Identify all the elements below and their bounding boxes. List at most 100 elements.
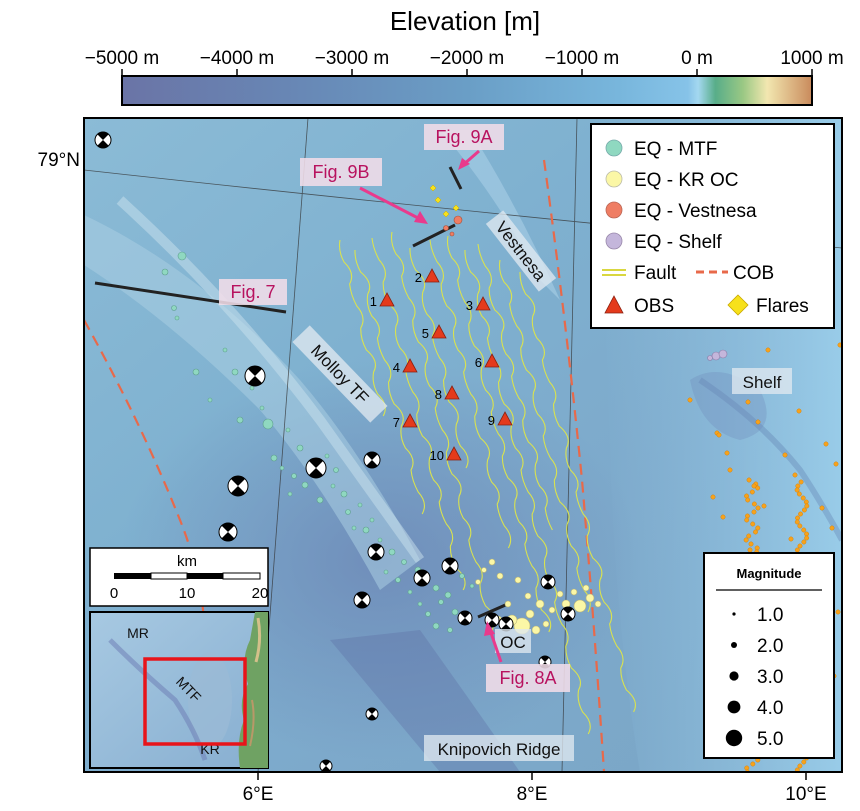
flare-point <box>751 501 757 507</box>
flare-point <box>794 487 800 493</box>
flare-point <box>795 515 800 521</box>
focal-mechanism <box>367 543 385 561</box>
legend-eq-kr: EQ - KR OC <box>605 170 739 191</box>
focal-mechanism <box>457 610 473 626</box>
magnitude-label: 4.0 <box>757 698 783 719</box>
eq-mtf-point <box>259 405 265 411</box>
eq-mtf-point <box>357 502 363 508</box>
obs-station-5: 5 <box>422 324 447 341</box>
flare-point <box>748 541 754 547</box>
colorbar-tick-label: −5000 m <box>85 48 159 69</box>
flare-point <box>794 547 800 553</box>
legend-cob: COB <box>696 263 774 284</box>
knipovich-label: Knipovich Ridge <box>438 740 561 759</box>
obs-station-9: 9 <box>488 411 513 428</box>
fault-line <box>409 247 469 469</box>
flare-point <box>761 503 767 509</box>
obs-marker <box>484 353 500 368</box>
scale-tick-20: 20 <box>252 585 269 602</box>
flare-point <box>442 210 450 218</box>
eq-mtf-point <box>285 427 291 433</box>
eq-vestnesa-point <box>443 225 449 231</box>
flare-point <box>755 485 761 491</box>
obs-station-4: 4 <box>393 358 418 375</box>
magnitude-symbol <box>732 612 736 616</box>
obs-label: 1 <box>370 294 377 309</box>
eq-kr-point <box>488 558 496 566</box>
fig7-label: Fig. 7 <box>230 282 275 302</box>
eq-mtf-point <box>401 559 407 565</box>
magnitude-label: 2.0 <box>757 636 783 657</box>
eq-mtf-point <box>451 608 459 616</box>
molloy-band <box>84 215 420 590</box>
flare-point <box>792 472 798 478</box>
fig9a-label: Fig. 9A <box>435 127 492 147</box>
focal-mechanism <box>560 606 576 622</box>
eq-kr-point <box>525 609 535 619</box>
colorbar-tick-label: 1000 m <box>780 48 843 69</box>
eq-mtf-point <box>231 368 239 376</box>
svg-text:EQ - KR OC: EQ - KR OC <box>634 170 739 191</box>
flare-point <box>833 461 839 467</box>
eq-shelf <box>707 349 728 361</box>
eq-kr-point <box>582 584 590 592</box>
flare-point <box>745 513 750 519</box>
focal-mechanism <box>441 557 459 575</box>
obs-label: 10 <box>430 448 444 463</box>
flare-point <box>798 511 803 517</box>
eq-mtf <box>161 251 475 633</box>
flare-point <box>687 397 693 403</box>
svg-text:OBS: OBS <box>634 296 674 317</box>
lon-label-10e: 10°E <box>785 784 826 805</box>
magnitude-label: 1.0 <box>757 605 783 626</box>
flare-point <box>765 347 771 353</box>
fault-line <box>498 259 591 613</box>
flare-point <box>746 533 752 539</box>
eq-kr-point <box>570 588 578 596</box>
eq-mtf-point <box>459 573 465 579</box>
fault-line <box>446 235 552 633</box>
eq-kr-point <box>481 567 487 573</box>
eq-mtf-point <box>316 496 324 504</box>
eq-kr-point <box>514 576 522 584</box>
obs-label: 5 <box>422 326 429 341</box>
legend-flares: Flares <box>727 294 809 317</box>
eq-kr-point <box>524 592 532 600</box>
fig9a-annotation: Fig. 9A <box>424 124 504 170</box>
flare-point <box>429 184 437 192</box>
focal-mechanism <box>244 365 266 387</box>
flare-point <box>754 545 760 551</box>
focal-mechanism <box>365 707 379 721</box>
focal-mechanism <box>540 574 556 590</box>
flare-point <box>802 507 807 513</box>
obs-stations: 1 2 3 4 5 6 7 8 9 10 <box>370 268 513 463</box>
shelf-label: Shelf <box>743 373 782 392</box>
flare-point <box>829 525 835 531</box>
scale-tick-0: 0 <box>110 585 118 602</box>
flare-point <box>743 537 749 543</box>
eq-mtf-point <box>345 509 351 515</box>
flare-point <box>755 525 761 531</box>
flare-point <box>794 767 800 772</box>
colorbar-ticks: −5000 m −4000 m −3000 m −2000 m −1000 m 0 m 10… <box>85 48 844 76</box>
flare-point <box>434 196 442 204</box>
flare-point <box>753 529 758 535</box>
inset-map: MR MTF KR <box>89 611 269 769</box>
scale-tick-10: 10 <box>179 585 196 602</box>
flare-point <box>750 761 756 767</box>
eq-kr-point <box>556 590 564 598</box>
flare-point <box>788 536 794 542</box>
eq-shelf-point <box>707 355 713 361</box>
fig9b-annotation: Fig. 9B <box>300 158 428 224</box>
obs-marker <box>402 358 418 373</box>
eq-mtf-point <box>171 305 177 311</box>
eq-mtf-point <box>417 601 423 607</box>
eq-kr-point <box>585 593 595 603</box>
obs-marker <box>402 413 418 428</box>
fig7-annotation: Fig. 7 <box>219 279 287 305</box>
flare-point <box>794 519 800 525</box>
focal-mechanism <box>218 522 238 542</box>
eq-mtf-point <box>207 397 213 403</box>
profile-fig9a <box>448 166 463 190</box>
flare-point <box>751 509 757 515</box>
